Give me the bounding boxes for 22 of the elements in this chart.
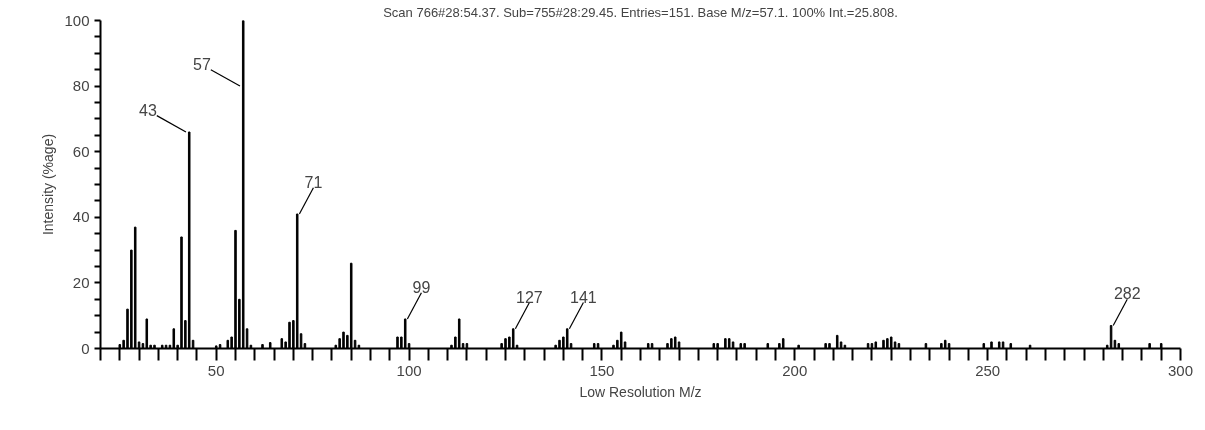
annotation: 43 <box>139 101 157 119</box>
x-tick-label: 50 <box>207 361 225 379</box>
annotation: 141 <box>570 288 597 306</box>
annotation: 282 <box>1113 285 1141 303</box>
y-axis-title: Intensity (%age) <box>40 133 57 236</box>
annotation: 57 <box>193 55 211 73</box>
y-tick-label: 20 <box>72 273 90 291</box>
x-tick-label: 150 <box>589 361 615 379</box>
x-axis-title: Low Resolution M/z <box>579 383 702 400</box>
annotation: 127 <box>516 288 543 306</box>
chart-title: Scan 766#28:54.37. Sub=755#28:29.45. Entries=151. Base M/z=57.1. 100% Int.=25.808. <box>383 4 898 20</box>
y-tick-label: 60 <box>72 142 90 160</box>
annotation: 99 <box>412 278 431 296</box>
y-tick-label: 80 <box>72 77 90 95</box>
x-tick-label: 200 <box>782 361 808 379</box>
y-tick-label: 0 <box>81 339 90 357</box>
y-tick-label: 100 <box>64 11 90 29</box>
x-tick-label: 300 <box>1167 361 1194 379</box>
x-tick-label: 100 <box>396 361 422 379</box>
annotation: 71 <box>304 173 323 191</box>
x-tick-label: 250 <box>975 361 1001 379</box>
y-tick-label: 40 <box>72 208 90 226</box>
